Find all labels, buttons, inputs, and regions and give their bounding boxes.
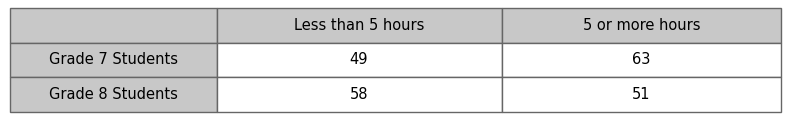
Bar	[502, 43, 781, 77]
Bar	[502, 77, 781, 112]
Text: Less than 5 hours: Less than 5 hours	[294, 18, 424, 33]
Bar	[217, 8, 502, 43]
Text: Grade 8 Students: Grade 8 Students	[49, 87, 178, 102]
Text: 49: 49	[350, 53, 368, 67]
Bar	[10, 8, 217, 43]
Text: 58: 58	[350, 87, 368, 102]
Text: 5 or more hours: 5 or more hours	[582, 18, 700, 33]
Bar	[217, 43, 502, 77]
Bar	[217, 77, 502, 112]
Bar	[502, 8, 781, 43]
Text: 63: 63	[632, 53, 650, 67]
Text: 51: 51	[632, 87, 650, 102]
Text: Grade 7 Students: Grade 7 Students	[49, 53, 178, 67]
Bar	[10, 77, 217, 112]
Bar	[10, 43, 217, 77]
